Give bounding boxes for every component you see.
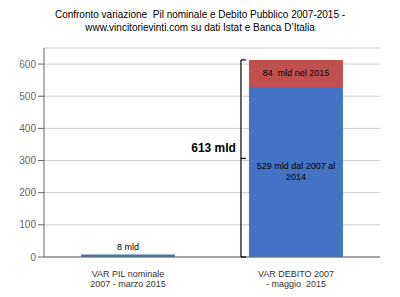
html-text:Confronto variazione Pil nomin: Confronto variazione Pil nominale e Debi… [54, 9, 346, 20]
svg-text:VAR PIL nominale2007 - marzo 2: VAR PIL nominale2007 - marzo 2015 [90, 269, 166, 289]
svg-text:VAR DEBITO 2007- maggio 2015: VAR DEBITO 2007- maggio 2015 [258, 269, 334, 289]
svg-text:600: 600 [19, 59, 36, 70]
svg-text:500: 500 [19, 91, 36, 102]
html-text:www.vincitorievinti.com su dat: www.vincitorievinti.com su dati Istat e … [85, 22, 315, 33]
svg-text:300: 300 [19, 155, 36, 166]
svg-text:200: 200 [19, 187, 36, 198]
svg-text:613 mld: 613 mld [191, 141, 236, 155]
svg-text:400: 400 [19, 123, 36, 134]
svg-text:8 mld: 8 mld [117, 242, 139, 252]
svg-text:529 mld dal 2007 al2014: 529 mld dal 2007 al2014 [257, 161, 336, 182]
svg-text:100: 100 [19, 219, 36, 230]
svg-text:0: 0 [30, 252, 36, 263]
svg-text:84 mld nel 2015: 84 mld nel 2015 [263, 68, 330, 78]
